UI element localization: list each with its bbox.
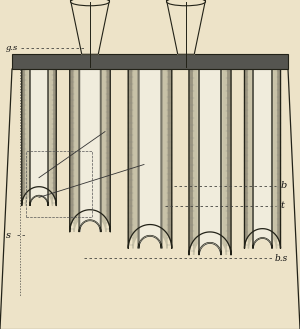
Text: b.s: b.s (274, 254, 288, 263)
Polygon shape (79, 67, 101, 232)
Polygon shape (74, 67, 106, 232)
Bar (12, 54, 288, 69)
Text: s: s (6, 231, 11, 240)
Polygon shape (189, 67, 231, 255)
Ellipse shape (167, 0, 206, 6)
Polygon shape (80, 67, 100, 232)
Polygon shape (29, 67, 49, 206)
Polygon shape (70, 67, 110, 232)
Text: t: t (280, 201, 284, 210)
Polygon shape (167, 0, 206, 54)
Polygon shape (200, 67, 220, 255)
Polygon shape (253, 67, 272, 248)
Polygon shape (138, 67, 162, 248)
Polygon shape (30, 67, 48, 206)
Polygon shape (199, 67, 221, 255)
Polygon shape (128, 67, 172, 248)
Text: g.s: g.s (6, 44, 18, 52)
Polygon shape (244, 67, 280, 248)
Polygon shape (133, 67, 167, 248)
Polygon shape (254, 67, 272, 248)
Polygon shape (194, 67, 226, 255)
Ellipse shape (70, 0, 110, 6)
Polygon shape (248, 67, 277, 248)
Text: b: b (280, 181, 287, 190)
Polygon shape (70, 0, 110, 54)
Polygon shape (22, 67, 56, 206)
Polygon shape (26, 67, 52, 206)
Polygon shape (0, 69, 300, 329)
Polygon shape (139, 67, 161, 248)
